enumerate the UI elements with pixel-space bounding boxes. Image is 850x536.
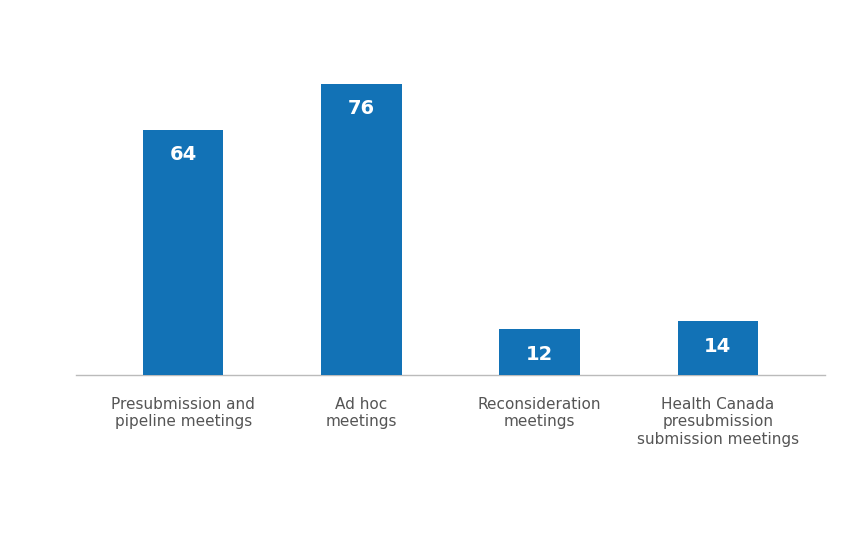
Bar (500, 329, 580, 375)
Text: 64: 64 (170, 145, 197, 164)
Bar (144, 130, 224, 375)
Text: 14: 14 (704, 337, 731, 356)
Bar (321, 84, 401, 375)
Bar (677, 322, 757, 375)
Text: 12: 12 (526, 345, 553, 363)
Text: 76: 76 (348, 99, 375, 118)
